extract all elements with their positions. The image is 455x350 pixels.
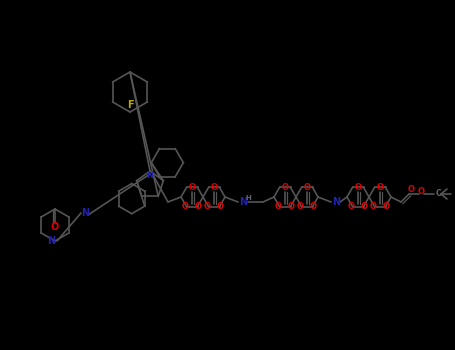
Text: N: N bbox=[81, 208, 89, 218]
Text: O: O bbox=[182, 202, 189, 211]
Text: N: N bbox=[332, 197, 340, 207]
Text: N: N bbox=[147, 172, 153, 181]
Text: O: O bbox=[418, 188, 425, 196]
Text: O: O bbox=[383, 202, 390, 211]
Text: O: O bbox=[310, 202, 317, 211]
Text: N: N bbox=[239, 197, 247, 207]
Text: N: N bbox=[47, 236, 55, 246]
Text: H: H bbox=[245, 195, 251, 201]
Text: O: O bbox=[408, 186, 415, 195]
Text: O: O bbox=[195, 202, 202, 211]
Text: O: O bbox=[361, 202, 368, 211]
Text: O: O bbox=[354, 183, 362, 192]
Text: O: O bbox=[204, 202, 211, 211]
Text: O: O bbox=[370, 202, 377, 211]
Text: O: O bbox=[211, 183, 217, 192]
Text: O: O bbox=[288, 202, 295, 211]
Text: O: O bbox=[51, 222, 59, 232]
Text: O: O bbox=[348, 202, 355, 211]
Text: O: O bbox=[303, 183, 310, 192]
Text: O: O bbox=[217, 202, 224, 211]
Text: O: O bbox=[275, 202, 282, 211]
Text: C: C bbox=[435, 189, 441, 197]
Text: F: F bbox=[126, 100, 133, 110]
Text: O: O bbox=[282, 183, 288, 192]
Text: O: O bbox=[188, 183, 196, 192]
Text: O: O bbox=[376, 183, 384, 192]
Text: O: O bbox=[297, 202, 304, 211]
